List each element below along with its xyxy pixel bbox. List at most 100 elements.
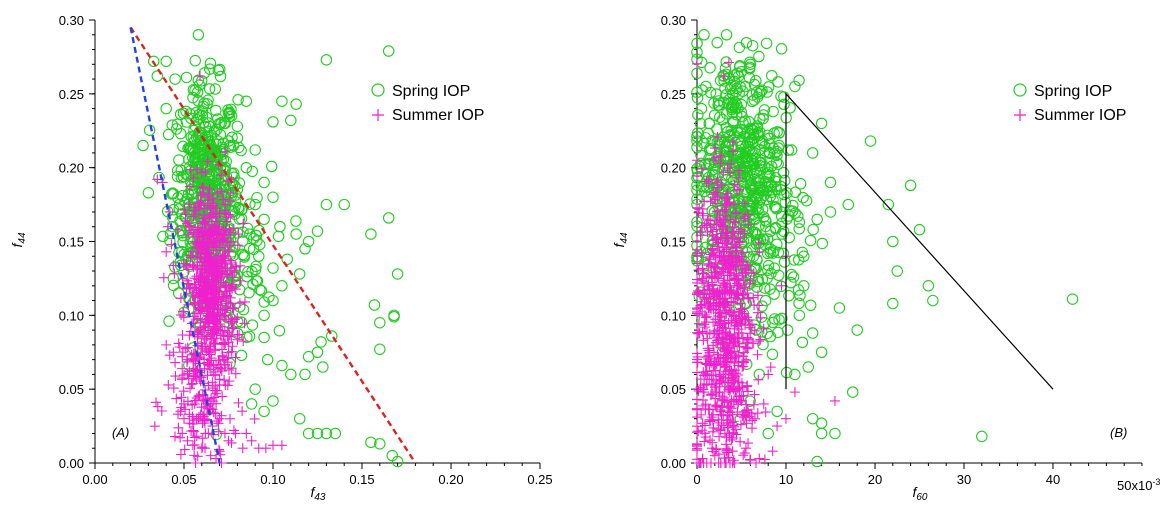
spring-point xyxy=(175,164,187,177)
summer-point xyxy=(741,418,752,429)
summer-point xyxy=(697,203,708,214)
y-axis-label-b: f44 xyxy=(611,232,630,247)
spring-point xyxy=(338,198,350,211)
reference-line-b-0 xyxy=(785,92,1054,390)
spring-point xyxy=(771,405,783,418)
summer-point xyxy=(702,333,713,344)
summer-point xyxy=(195,190,206,201)
summer-point xyxy=(193,287,204,298)
summer-point xyxy=(727,428,738,439)
spring-point xyxy=(789,207,801,219)
summer-point xyxy=(708,422,719,433)
spring-point xyxy=(255,284,268,297)
summer-point xyxy=(717,395,728,406)
summer-point xyxy=(170,371,181,382)
summer-point xyxy=(156,406,167,417)
legend-label-spring-b: Spring IOP xyxy=(1034,83,1112,100)
summer-point xyxy=(741,381,752,392)
summer-point xyxy=(175,406,186,417)
summer-point xyxy=(182,342,193,353)
summer-point xyxy=(181,356,192,367)
spring-point xyxy=(755,311,768,323)
spring-point xyxy=(699,241,712,254)
summer-point xyxy=(202,293,213,304)
summer-point xyxy=(226,346,237,357)
spring-point xyxy=(771,126,783,138)
spring-point xyxy=(241,222,254,235)
summer-point xyxy=(188,415,199,426)
x-axis-label-a: f43 xyxy=(310,484,325,503)
summer-point xyxy=(709,326,720,337)
summer-point xyxy=(194,367,205,378)
summer-point xyxy=(696,248,707,259)
spring-point xyxy=(162,128,175,141)
spring-point xyxy=(766,69,778,82)
summer-point xyxy=(722,198,733,209)
spring-point xyxy=(365,436,377,449)
spring-point xyxy=(276,95,288,107)
summer-point xyxy=(201,281,212,292)
legend-label-summer-b: Summer IOP xyxy=(1034,107,1126,124)
summer-point xyxy=(700,296,711,307)
y-tick-label-b: 0.20 xyxy=(661,161,686,176)
spring-point xyxy=(143,124,156,136)
summer-point xyxy=(218,277,229,288)
summer-point xyxy=(220,256,231,267)
spring-point xyxy=(265,160,278,173)
summer-point xyxy=(202,200,213,211)
summer-point xyxy=(171,393,182,404)
spring-point xyxy=(170,123,183,135)
summer-point xyxy=(767,446,778,457)
spring-point xyxy=(824,176,837,189)
summer-point xyxy=(177,330,188,341)
summer-point xyxy=(207,327,218,338)
summer-point xyxy=(743,219,754,230)
summer-point xyxy=(753,374,764,385)
summer-point xyxy=(196,305,207,316)
summer-point xyxy=(188,370,199,381)
summer-point xyxy=(719,278,730,289)
summer-point xyxy=(193,274,204,285)
spring-point xyxy=(249,198,261,211)
summer-point xyxy=(215,319,226,330)
spring-point xyxy=(329,427,342,440)
summer-point xyxy=(732,407,743,418)
summer-point xyxy=(719,288,730,298)
summer-point xyxy=(230,428,241,439)
spring-point xyxy=(187,143,200,156)
summer-point xyxy=(212,291,223,302)
y-tick-label-a: 0.30 xyxy=(59,13,84,28)
summer-point xyxy=(186,349,197,360)
spring-point xyxy=(233,283,246,296)
spring-point xyxy=(691,46,703,58)
summer-point xyxy=(735,436,746,447)
spring-point xyxy=(193,108,205,121)
summer-point xyxy=(729,199,740,210)
x-tick-label-b: 40 xyxy=(1046,472,1060,487)
spring-point xyxy=(781,324,794,336)
summer-point xyxy=(719,256,730,267)
spring-point xyxy=(203,83,216,95)
summer-point xyxy=(737,247,748,258)
summer-point xyxy=(208,223,219,234)
summer-point xyxy=(696,163,707,174)
summer-point xyxy=(700,368,711,379)
summer-point xyxy=(719,453,730,464)
summer-point xyxy=(703,178,714,189)
summer-point xyxy=(198,182,209,193)
spring-point xyxy=(281,253,293,265)
spring-point xyxy=(815,346,828,358)
spring-point xyxy=(777,247,790,260)
summer-point xyxy=(189,398,200,409)
summer-point xyxy=(230,284,241,295)
summer-point xyxy=(738,450,749,461)
summer-point xyxy=(752,290,763,301)
summer-point xyxy=(191,242,202,253)
summer-point xyxy=(692,421,702,432)
summer-point xyxy=(716,402,727,413)
spring-point xyxy=(766,348,779,361)
summer-point xyxy=(241,428,252,439)
spring-point xyxy=(793,297,805,310)
spring-point xyxy=(804,234,817,247)
summer-point xyxy=(210,408,221,419)
